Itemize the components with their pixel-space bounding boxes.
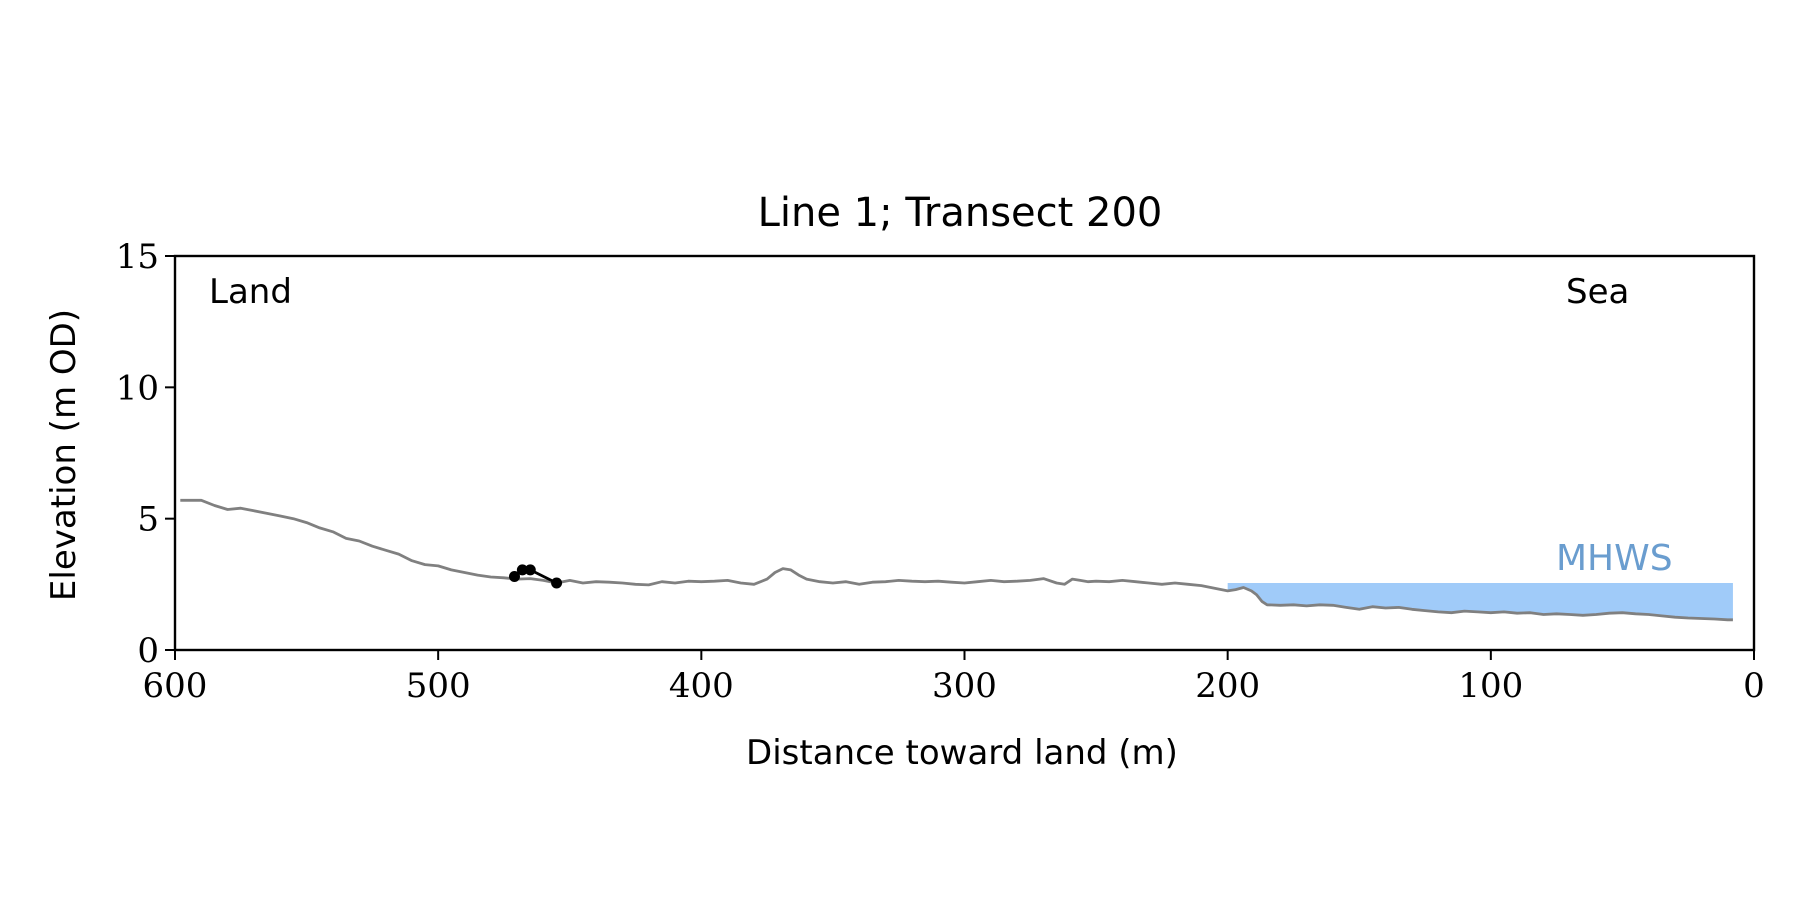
y-tick-label: 10 <box>116 368 159 408</box>
x-axis-label: Distance toward land (m) <box>746 733 1178 773</box>
highlight-point <box>508 570 520 582</box>
x-tick-label: 200 <box>1195 666 1260 706</box>
y-tick-label: 0 <box>137 631 159 671</box>
land-label: Land <box>209 272 292 312</box>
axes-frame <box>173 254 1756 652</box>
x-tick-label: 600 <box>143 666 208 706</box>
y-axis: 0 5 10 15 <box>116 237 175 671</box>
y-axis-label: Elevation (m OD) <box>44 309 84 601</box>
y-tick-label: 15 <box>116 237 159 277</box>
highlight-point <box>516 564 528 576</box>
x-tick-label: 300 <box>932 666 997 706</box>
profile-line <box>180 498 1733 622</box>
mhws-label: MHWS <box>1556 538 1673 579</box>
x-tick-label: 100 <box>1458 666 1523 706</box>
plot-area <box>180 498 1733 622</box>
mhws-fill <box>1227 583 1733 620</box>
x-tick-label: 0 <box>1743 666 1765 706</box>
y-tick-label: 5 <box>137 500 159 540</box>
chart-title: Line 1; Transect 200 <box>758 190 1163 236</box>
x-tick-label: 400 <box>669 666 734 706</box>
x-axis: 600 500 400 300 200 100 0 <box>143 650 1765 706</box>
sea-label: Sea <box>1566 272 1629 312</box>
x-tick-label: 500 <box>406 666 471 706</box>
highlight-point <box>524 564 536 576</box>
highlight-point <box>551 577 563 589</box>
